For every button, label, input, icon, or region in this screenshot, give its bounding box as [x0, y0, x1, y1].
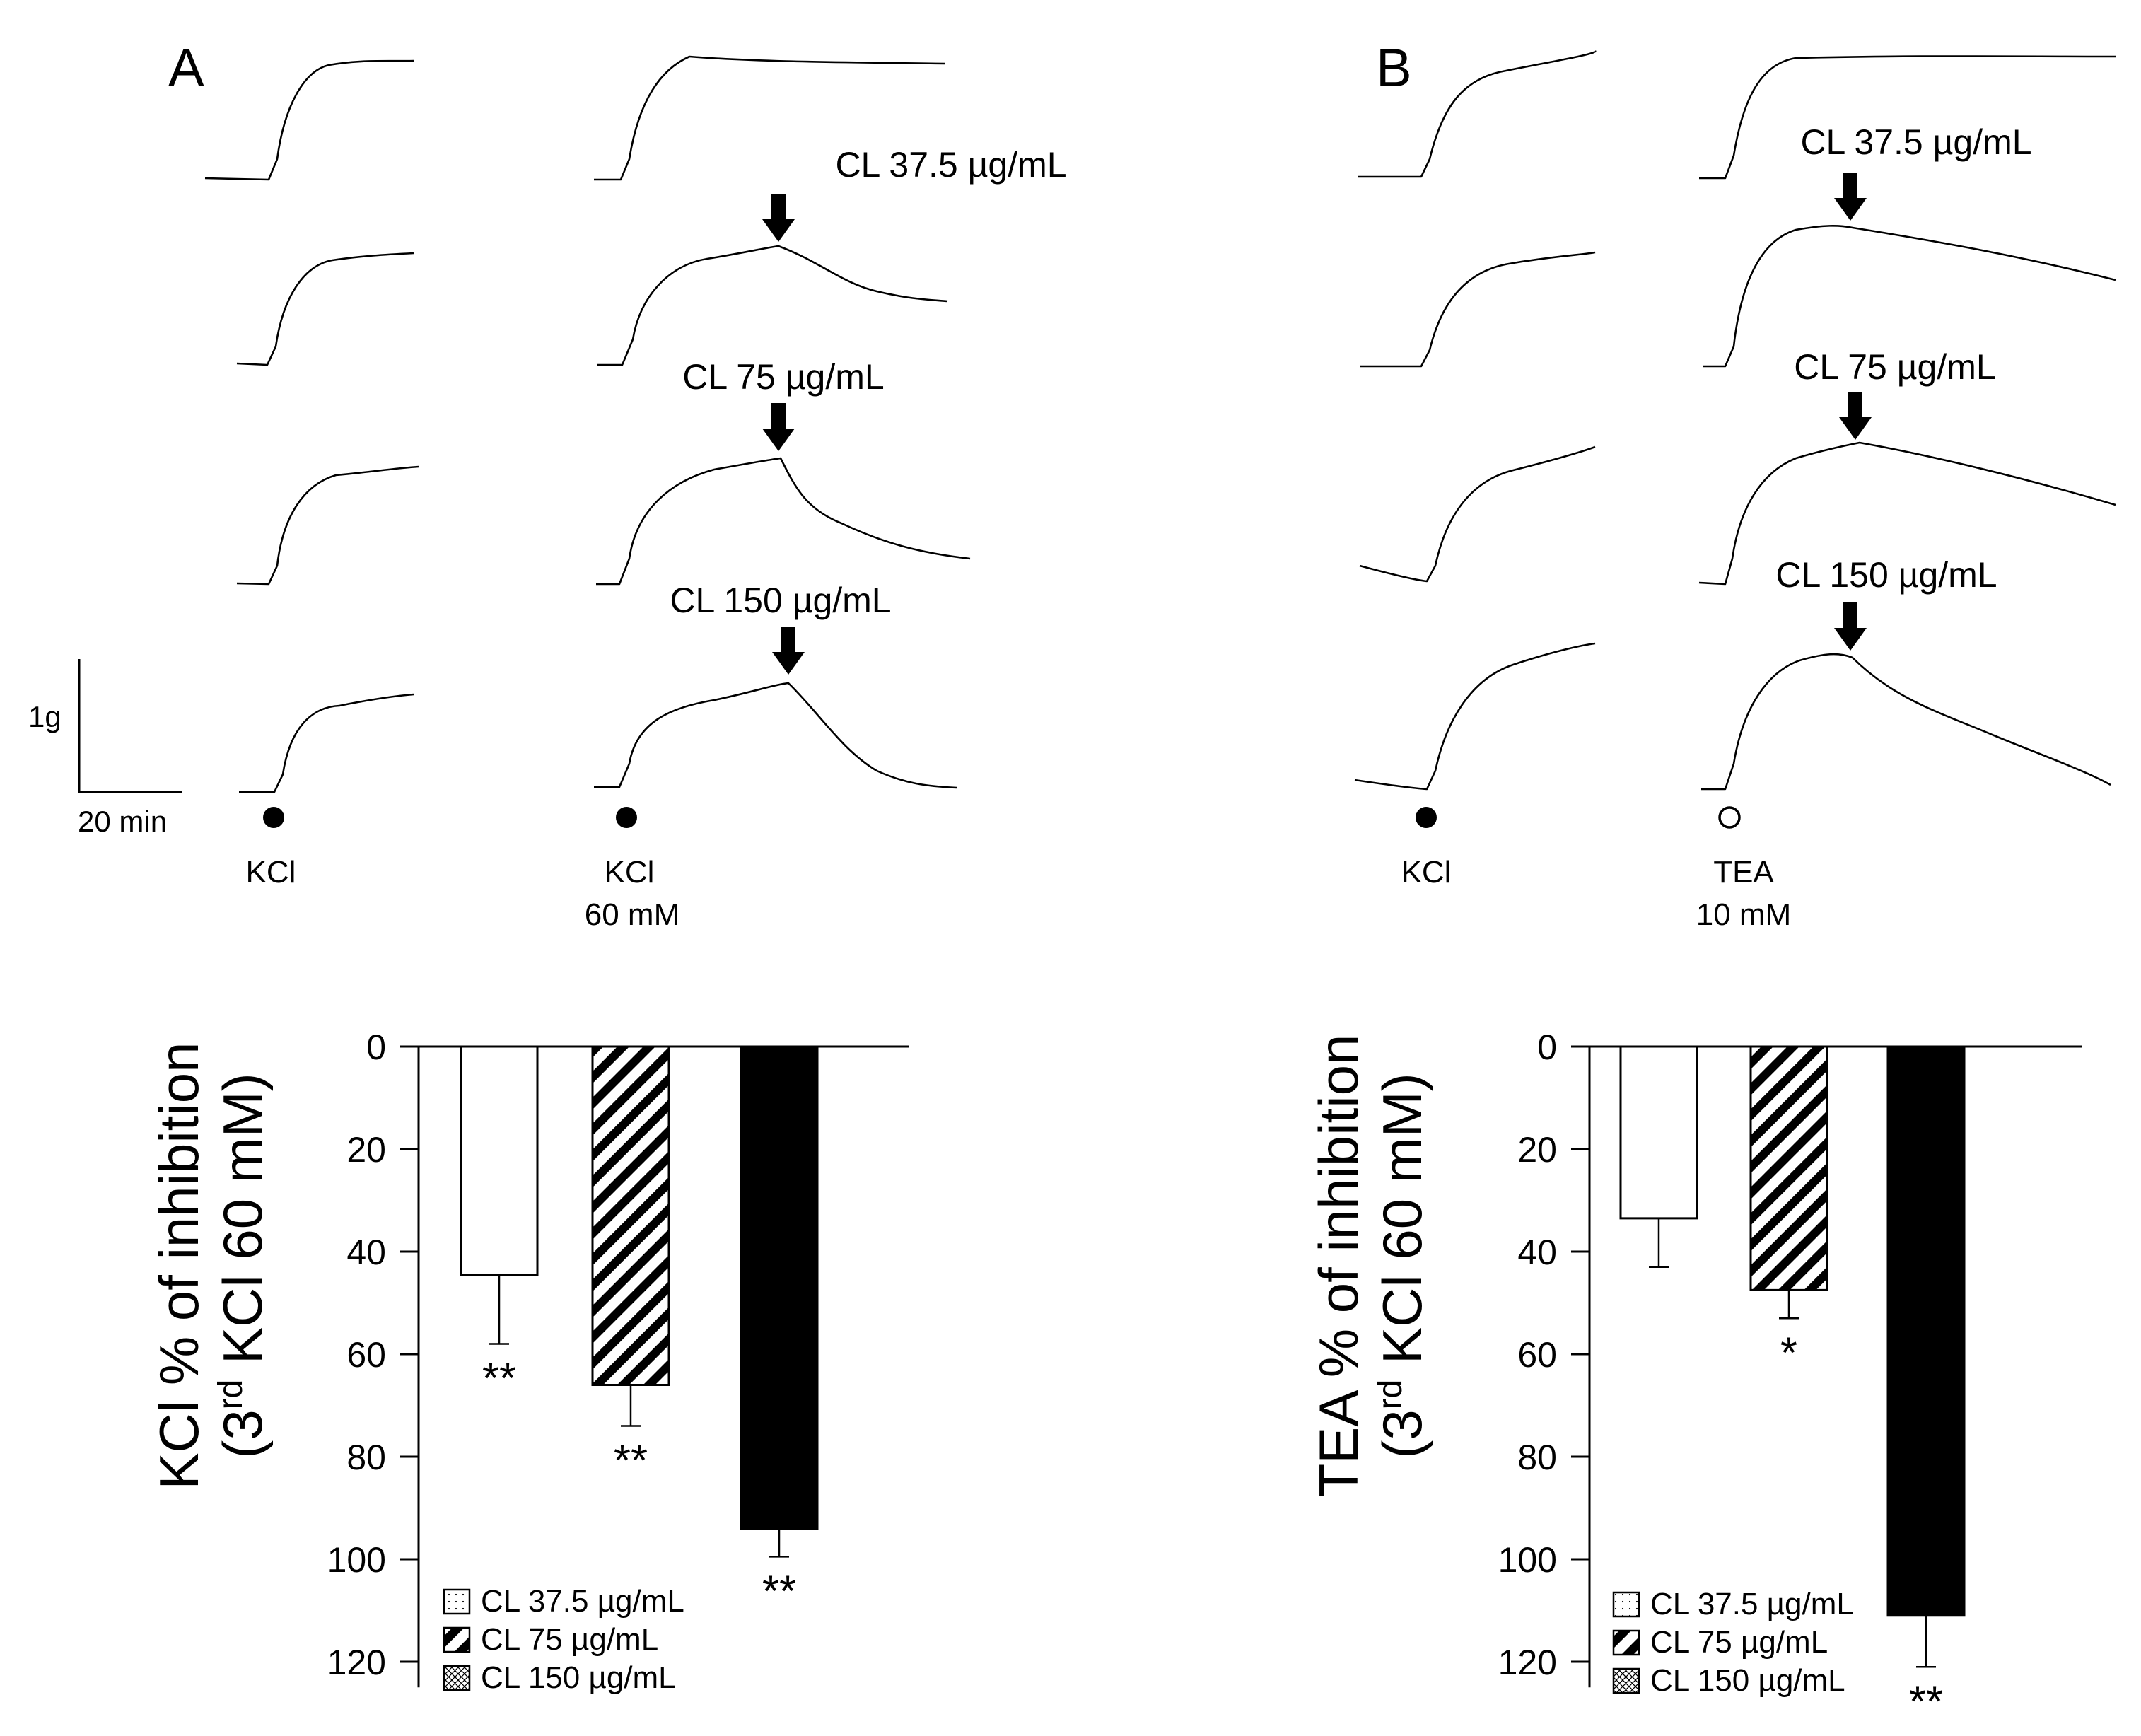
marker-b2-label: TEA — [1713, 855, 1774, 890]
bar — [1886, 1045, 1966, 1617]
y-tick-label: 80 — [1517, 1438, 1557, 1477]
legend-label: CL 150 µg/mL — [481, 1660, 676, 1695]
kcl-marker-icon — [616, 807, 637, 828]
arrow-down-icon — [1834, 173, 1867, 221]
y-tick-label: 100 — [1498, 1540, 1557, 1580]
arrow-label-a-2: CL 75 µg/mL — [682, 357, 884, 397]
y-tick-label: 40 — [1517, 1233, 1557, 1272]
y-tick-label: 100 — [327, 1540, 386, 1580]
tea-marker-icon — [1718, 806, 1741, 829]
significance-label: ** — [762, 1567, 796, 1616]
legend-label: CL 75 µg/mL — [481, 1622, 658, 1657]
y-axis-title-line2: (3rd KCl 60 mM) — [211, 1073, 274, 1458]
y-axis-title: KCl % of inhibition — [148, 1042, 210, 1490]
bar — [1749, 1045, 1828, 1291]
trace-a-row3-control — [236, 465, 419, 586]
bar-chart-b: 0 20 40 60 80 100 120 TEA % of inhibition (3rd K… — [1307, 1027, 2082, 1726]
panel-a-label: A — [168, 38, 204, 98]
legend-swatch — [1612, 1591, 1640, 1618]
y-tick-label: 60 — [1517, 1335, 1557, 1375]
marker-a2-label: KCl — [605, 855, 655, 890]
bar-chart-a: 0 20 40 60 80 100 120 KCl % of inhibition (3rd K… — [148, 1027, 909, 1695]
trace-b-row1-test — [1699, 55, 2116, 180]
y-axis-title: TEA % of inhibition — [1307, 1035, 1370, 1498]
y-axis-title-line2: (3rd KCl 60 mM) — [1371, 1073, 1433, 1458]
trace-a-row3-test — [596, 457, 971, 586]
arrow-down-icon — [762, 403, 795, 451]
panel-b-traces: B CL 37.5 µg/mL CL 75 µg/mL CL 150 µg/mL… — [1354, 38, 2116, 932]
trace-a-row1-control — [204, 59, 414, 181]
trace-a-row2-control — [236, 252, 414, 366]
legend-swatch — [443, 1665, 471, 1691]
trace-a-row2-test — [597, 245, 948, 366]
y-tick-label: 120 — [1498, 1643, 1557, 1682]
significance-label: ** — [1909, 1677, 1943, 1726]
trace-b-row3-control — [1359, 445, 1596, 583]
trace-b-row1-control — [1358, 49, 1597, 178]
kcl-marker-icon — [263, 807, 284, 828]
arrow-label-b-3: CL 150 µg/mL — [1775, 555, 1997, 595]
significance-label: * — [1780, 1329, 1797, 1377]
legend-swatch — [443, 1588, 471, 1615]
trace-a-row4-control — [239, 693, 414, 793]
kcl-marker-icon — [1416, 807, 1437, 828]
significance-label: ** — [482, 1355, 516, 1404]
trace-b-row4-test — [1701, 653, 2111, 791]
arrow-down-icon — [772, 627, 805, 675]
y-tick-label: 40 — [346, 1233, 386, 1272]
trace-b-row2-test — [1703, 225, 2116, 368]
legend-swatch — [1612, 1667, 1640, 1694]
significance-label: ** — [614, 1437, 648, 1486]
marker-b2-conc: 10 mM — [1696, 897, 1791, 932]
trace-b-row4-control — [1354, 642, 1596, 791]
legend-swatch — [443, 1626, 471, 1653]
arrow-down-icon — [1834, 602, 1867, 651]
arrow-label-b-2: CL 75 µg/mL — [1794, 347, 1995, 387]
trace-a-row1-test — [594, 55, 945, 181]
panel-b-label: B — [1376, 38, 1412, 98]
arrow-label-a-3: CL 150 µg/mL — [670, 581, 891, 620]
legend-label: CL 37.5 µg/mL — [1650, 1587, 1854, 1621]
legend-swatch — [1612, 1629, 1640, 1656]
arrow-label-a-1: CL 37.5 µg/mL — [835, 145, 1066, 185]
arrow-down-icon — [1839, 392, 1872, 440]
arrow-down-icon — [762, 194, 795, 242]
legend-label: CL 75 µg/mL — [1650, 1625, 1828, 1660]
legend-label: CL 150 µg/mL — [1650, 1663, 1845, 1698]
arrow-label-b-1: CL 37.5 µg/mL — [1800, 122, 2031, 162]
y-tick-label: 60 — [346, 1335, 386, 1375]
marker-a1-label: KCl — [246, 855, 296, 890]
y-tick-label: 20 — [346, 1130, 386, 1170]
y-tick-label: 80 — [346, 1438, 386, 1477]
bar — [591, 1045, 670, 1386]
trace-b-row2-control — [1360, 251, 1596, 368]
trace-a-row4-test — [594, 682, 957, 789]
bar — [460, 1045, 539, 1276]
panel-a-traces: A CL 37.5 µg/mL CL 75 µg/mL CL 150 µg/mL… — [28, 38, 1067, 932]
trace-b-row3-test — [1698, 441, 2116, 586]
y-tick-label: 0 — [366, 1027, 386, 1067]
scale-label-y: 1g — [28, 700, 62, 733]
bar — [740, 1045, 819, 1530]
marker-b1-label: KCl — [1401, 855, 1452, 890]
y-tick-label: 0 — [1537, 1027, 1557, 1067]
scale-label-x: 20 min — [78, 805, 167, 838]
y-tick-label: 20 — [1517, 1130, 1557, 1170]
legend-label: CL 37.5 µg/mL — [481, 1584, 684, 1619]
y-tick-label: 120 — [327, 1643, 386, 1682]
bar — [1619, 1045, 1698, 1220]
marker-a2-conc: 60 mM — [585, 897, 679, 932]
